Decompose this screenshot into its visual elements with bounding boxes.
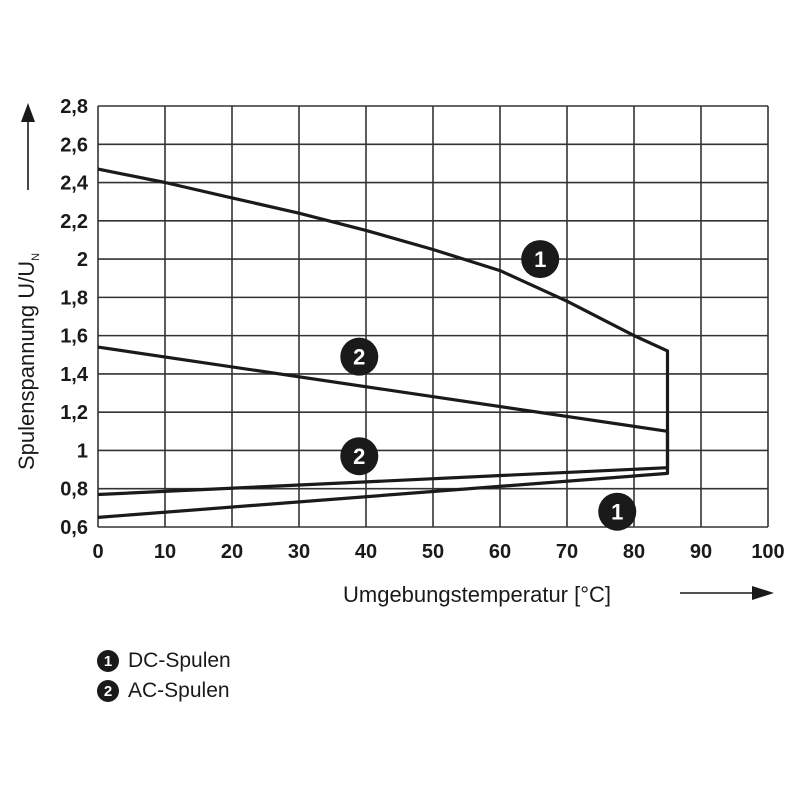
curve-badge-label: 1 <box>611 500 623 525</box>
y-axis-label: Spulenspannung U/UN <box>14 253 42 470</box>
y-tick-labels: 0,6 0,8 1 1,2 1,4 1,6 1,8 2 2,2 2,4 2,6 2,8 <box>60 96 89 539</box>
curve-badge-1 <box>598 492 637 531</box>
y-tick-label: 1,8 <box>60 287 88 309</box>
y-tick-label: 2,6 <box>60 134 88 156</box>
curve-badge-label: 1 <box>534 247 546 272</box>
x-axis-arrow-head <box>752 586 774 600</box>
legend-badge-2: 2 <box>97 680 119 702</box>
x-tick-label: 50 <box>422 541 444 563</box>
legend-label-ac: AC-Spulen <box>128 679 230 702</box>
x-tick-label: 100 <box>751 541 784 563</box>
y-axis-label-subscript: N <box>30 253 42 261</box>
curve-badge-label: 2 <box>353 345 365 370</box>
y-axis-label-group: Spulenspannung U/UN <box>14 253 42 470</box>
y-tick-label: 1,4 <box>60 364 89 386</box>
y-axis-arrow-head <box>21 103 35 122</box>
y-tick-label: 2,8 <box>60 96 88 118</box>
x-axis-label: Umgebungstemperatur [°C] <box>343 582 611 607</box>
y-tick-label: 1,6 <box>60 326 88 348</box>
legend-item-dc: 1 DC-Spulen <box>97 646 231 676</box>
x-tick-label: 90 <box>690 541 712 563</box>
legend-label-dc: DC-Spulen <box>128 649 231 672</box>
y-tick-label: 2,2 <box>60 211 88 233</box>
grid <box>97 105 769 528</box>
curve-badge-1 <box>521 240 560 279</box>
x-tick-label: 40 <box>355 541 377 563</box>
curve-labels: 1 2 2 1 <box>340 240 637 531</box>
x-tick-label: 70 <box>556 541 578 563</box>
series-line-1 <box>97 167 670 519</box>
axis-titles: Umgebungstemperatur [°C] Spulenspannung U… <box>14 103 774 607</box>
y-tick-label: 0,6 <box>60 517 88 539</box>
series-line-2 <box>97 345 670 497</box>
curve-badge-2 <box>340 437 379 476</box>
x-tick-label: 60 <box>489 541 511 563</box>
y-tick-label: 0,8 <box>60 479 88 501</box>
x-tick-label: 80 <box>623 541 645 563</box>
curve-badge-2 <box>340 337 379 376</box>
curve-badge-label: 2 <box>353 444 365 469</box>
x-tick-label: 20 <box>221 541 243 563</box>
series-lines <box>97 167 670 519</box>
legend-badge-1: 1 <box>97 650 119 672</box>
y-tick-label: 2,4 <box>60 173 89 195</box>
y-tick-label: 2 <box>77 249 88 271</box>
x-tick-label: 30 <box>288 541 310 563</box>
y-tick-label: 1 <box>77 440 88 462</box>
x-tick-labels: 0 10 20 30 40 50 60 70 80 90 100 <box>92 541 784 563</box>
x-tick-label: 0 <box>92 541 103 563</box>
legend-item-ac: 2 AC-Spulen <box>97 676 231 706</box>
y-tick-label: 1,2 <box>60 402 88 424</box>
x-tick-label: 10 <box>154 541 176 563</box>
legend: 1 DC-Spulen 2 AC-Spulen <box>97 646 231 706</box>
